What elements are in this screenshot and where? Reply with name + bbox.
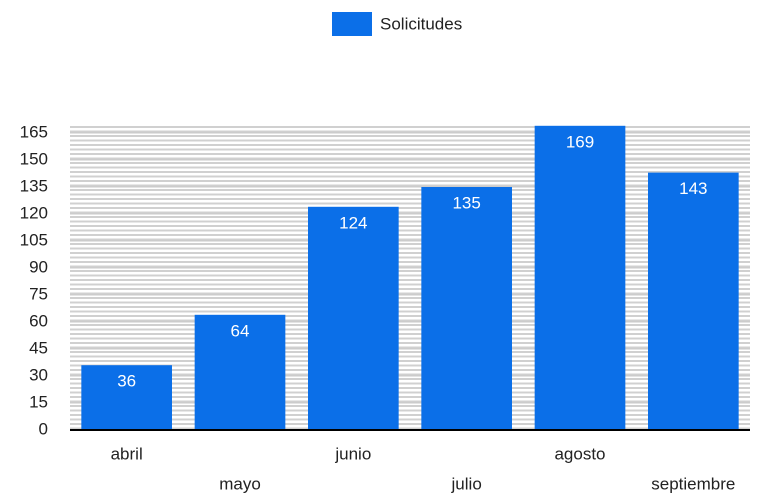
- y-tick-label: 90: [29, 257, 48, 276]
- value-label: 36: [117, 372, 136, 391]
- value-label: 64: [231, 321, 250, 340]
- x-tick-label: agosto: [554, 444, 605, 463]
- bar: [308, 206, 399, 430]
- x-tick-label: septiembre: [651, 474, 735, 493]
- bar: [534, 125, 626, 431]
- legend-label: Solicitudes: [380, 14, 462, 33]
- x-tick-label: julio: [451, 474, 482, 493]
- bar: [194, 314, 286, 430]
- y-tick-label: 105: [20, 230, 48, 249]
- bar: [421, 187, 512, 430]
- y-tick-label: 30: [29, 365, 48, 384]
- value-label: 135: [452, 193, 480, 212]
- x-tick-label: abril: [111, 444, 143, 463]
- value-label: 143: [679, 179, 707, 198]
- y-tick-label: 0: [39, 419, 48, 438]
- value-label: 124: [339, 213, 367, 232]
- y-tick-label: 15: [29, 392, 48, 411]
- plot-background: [70, 124, 750, 430]
- y-tick-label: 60: [29, 311, 48, 330]
- x-tick-label: mayo: [219, 474, 261, 493]
- y-tick-label: 45: [29, 338, 48, 357]
- y-tick-label: 135: [20, 176, 48, 195]
- x-tick-label: junio: [334, 444, 371, 463]
- value-label: 169: [566, 132, 594, 151]
- y-tick-label: 120: [20, 203, 48, 222]
- legend-swatch: [332, 12, 372, 36]
- y-tick-label: 165: [20, 122, 48, 141]
- y-tick-label: 75: [29, 284, 48, 303]
- y-tick-label: 150: [20, 149, 48, 168]
- bar: [648, 172, 739, 430]
- bar: [81, 365, 172, 430]
